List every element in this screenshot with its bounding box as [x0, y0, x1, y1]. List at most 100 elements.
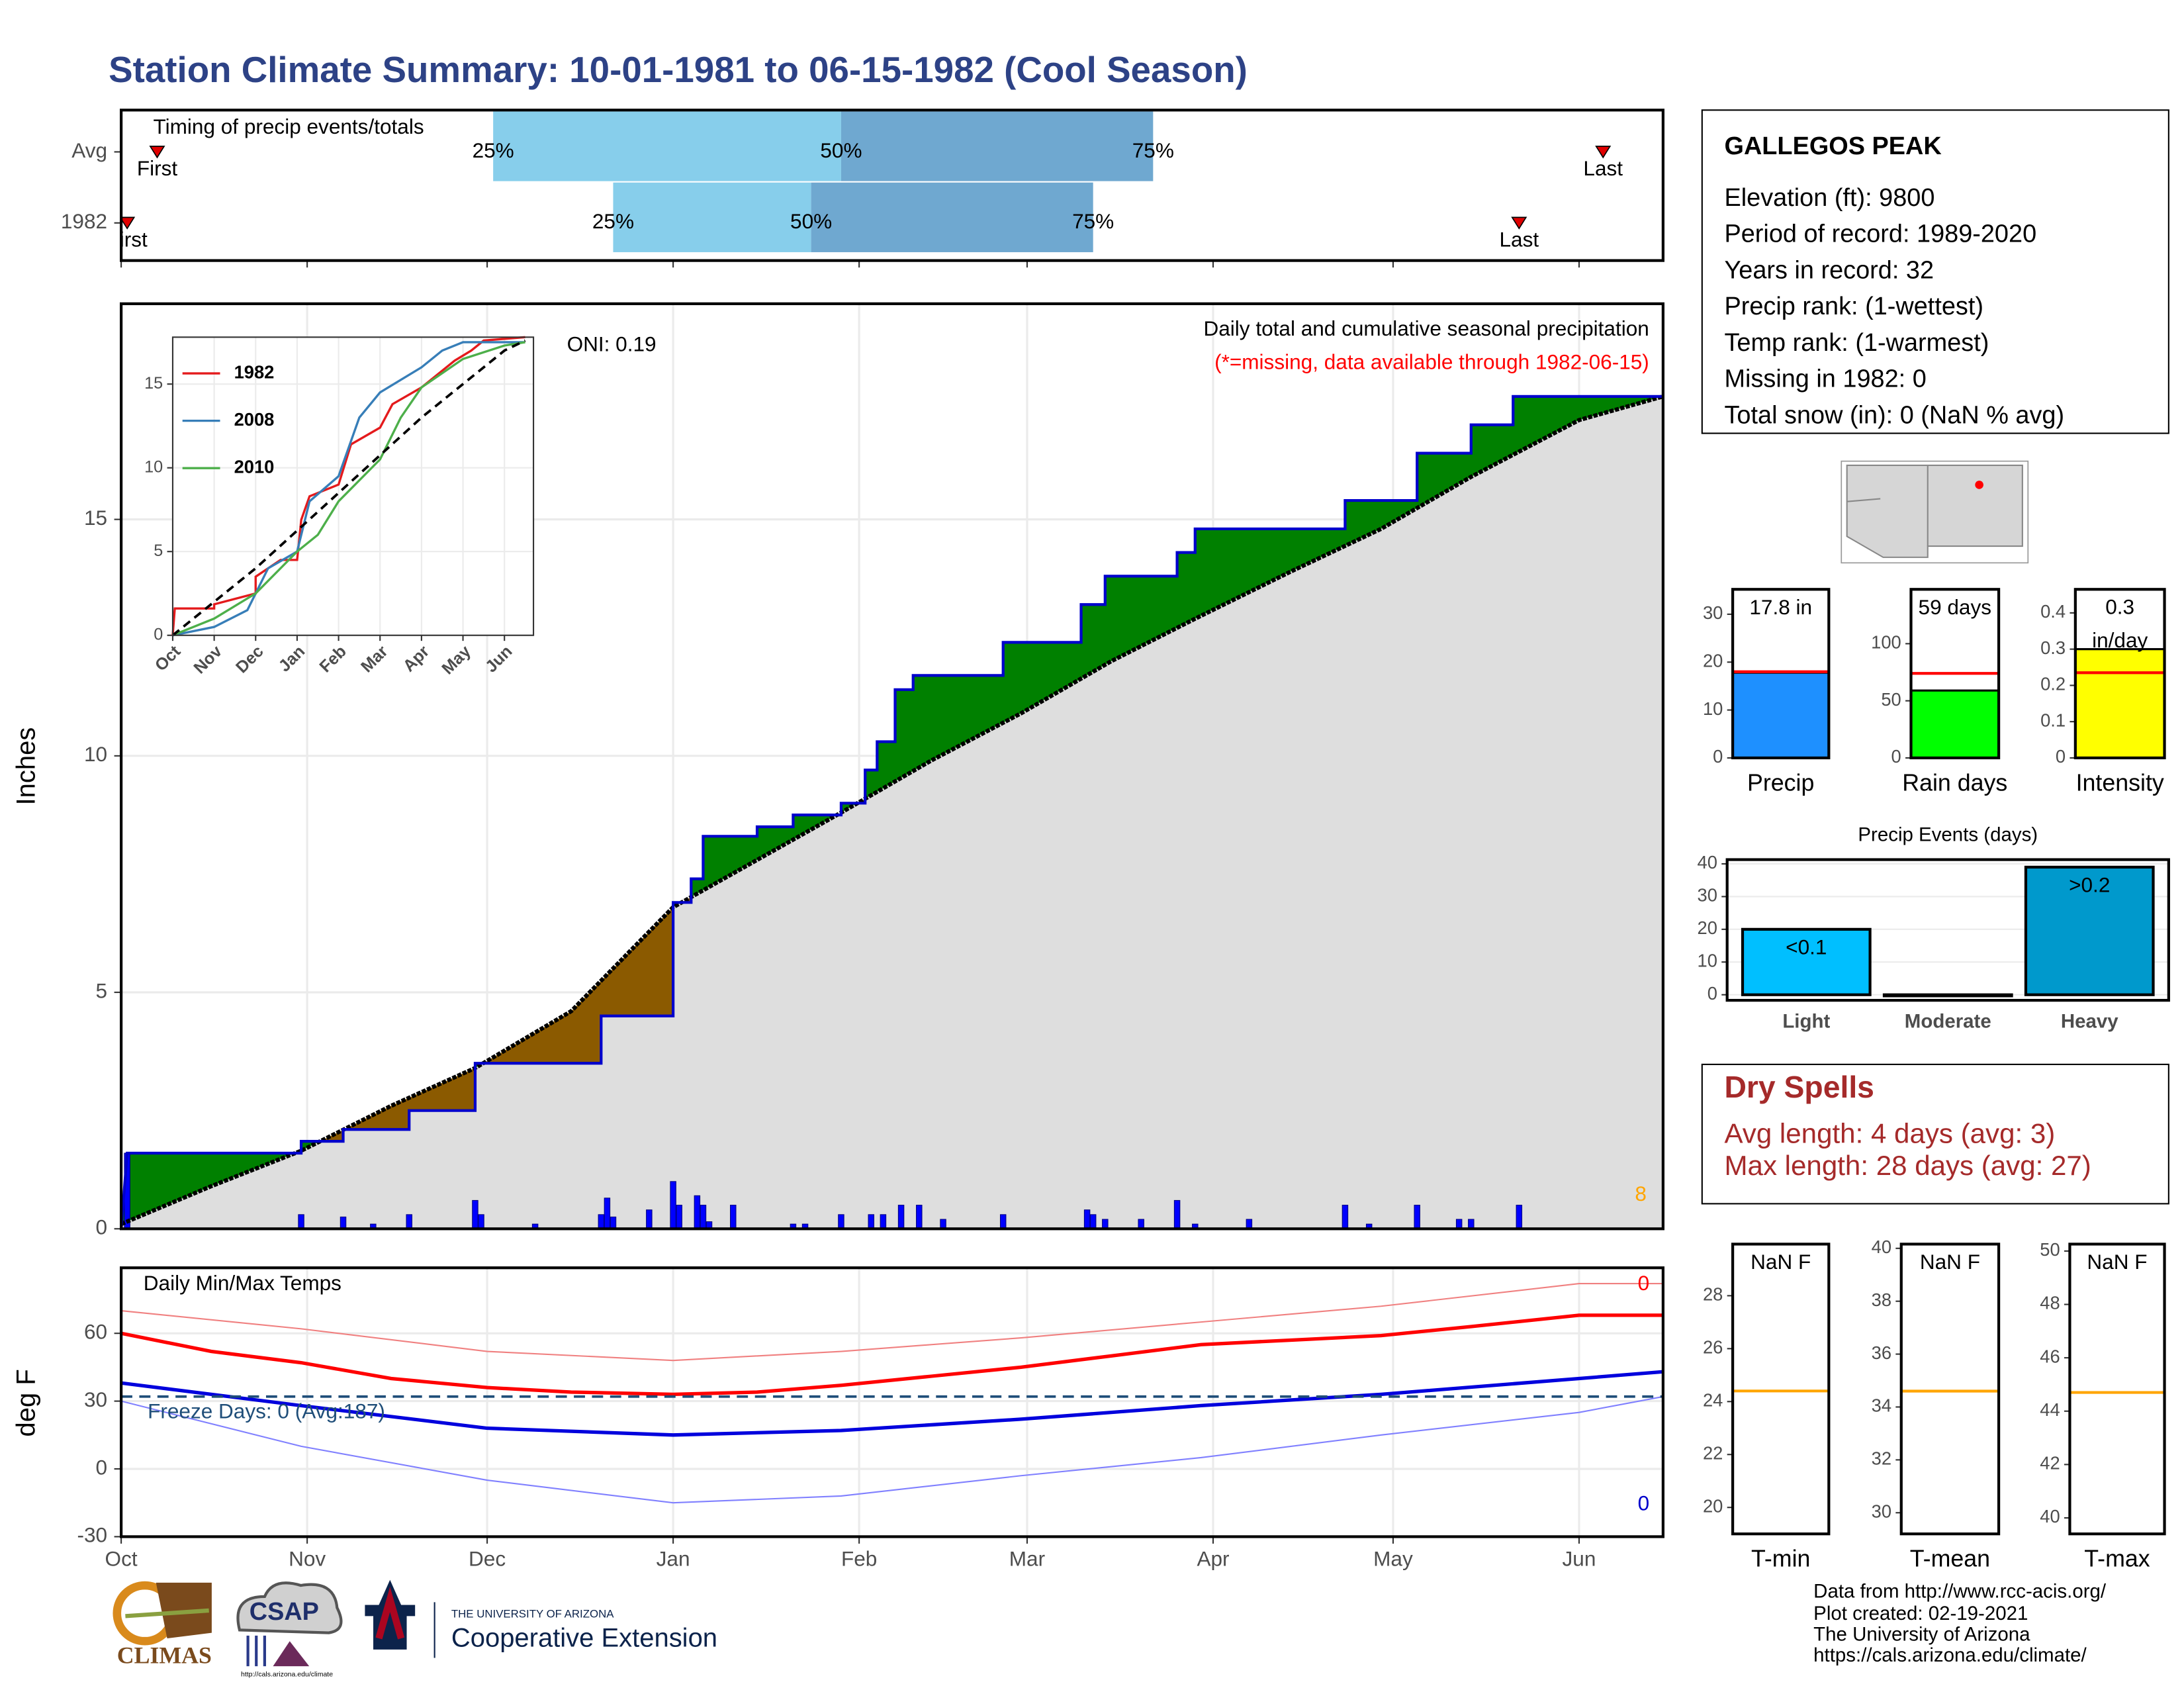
bar — [1882, 993, 2013, 998]
y-tick-label: 24 — [1703, 1390, 1723, 1411]
y-tick-label: 60 — [84, 1320, 107, 1344]
plot-frame — [119, 109, 1664, 262]
footer-line: Data from http://www.rcc-acis.org/ — [1813, 1580, 2107, 1602]
count-label: 8 — [1635, 1182, 1647, 1205]
y-tick-label: 46 — [2040, 1346, 2060, 1366]
y-tick-label: 40 — [2040, 1506, 2060, 1526]
daily-bar — [1455, 1219, 1463, 1229]
climas-text: CLIMAS — [117, 1642, 212, 1669]
x-tick-label: Moderate — [1905, 1011, 1991, 1033]
csap-logo: CSAP http://cals.arizona.edu/climate — [236, 1581, 343, 1679]
oni-label: ONI: 0.19 — [567, 332, 657, 355]
precip-plot — [121, 303, 1663, 1229]
legend-label: 2008 — [234, 409, 275, 430]
daily-bar — [838, 1214, 844, 1229]
count-label: 0 — [1638, 1271, 1650, 1295]
x-tick-label: Light — [1782, 1011, 1830, 1033]
y-tick-label: 0.1 — [2040, 710, 2066, 730]
station-line: Total snow (in): 0 (NaN % avg) — [1724, 401, 2064, 429]
footer-line: https://cals.arizona.edu/climate/ — [1813, 1644, 2087, 1666]
y-tick-label: 0.4 — [2040, 601, 2066, 622]
y-tick-label: 30 — [1703, 602, 1723, 623]
daily-bar — [1138, 1219, 1144, 1229]
plot-frame — [1725, 858, 2170, 1002]
x-tick-label: T-mean — [1910, 1546, 1990, 1572]
x-tick-label: Oct — [105, 1547, 138, 1571]
value-label: 59 days — [1919, 595, 1992, 619]
average-area — [121, 396, 1663, 1229]
daily-bar — [1516, 1205, 1523, 1229]
bar — [2024, 865, 2155, 996]
quartile-label: 50% — [820, 138, 862, 162]
daily-bar — [604, 1197, 611, 1229]
plot-frame — [2070, 1244, 2165, 1534]
x-tick-label: Precip — [1747, 769, 1814, 796]
daily-bar — [1089, 1214, 1097, 1229]
timing-plot: Timing of precip events/totals 25% 50% 75% F… — [107, 111, 1623, 252]
ua-unit: Cooperative Extension — [451, 1624, 717, 1653]
daily-bar — [472, 1199, 478, 1229]
daily-bar — [940, 1219, 946, 1229]
dry-spells-line: Avg length: 4 days (avg: 3) — [1724, 1117, 2055, 1149]
page-title: Station Climate Summary: 10-01-1981 to 0… — [109, 49, 1248, 90]
quartile-label: 75% — [1132, 138, 1174, 162]
y-tick-label: 10 — [144, 457, 163, 476]
x-tick-label: Jun — [1563, 1547, 1596, 1571]
chart-title: Precip Events (days) — [1858, 824, 2038, 846]
daily-bar — [1083, 1209, 1091, 1229]
chart-subtitle: (*=missing, data available through 1982-… — [1214, 350, 1649, 374]
x-tick-label: Oct — [152, 642, 185, 675]
x-tick-label: May — [1373, 1547, 1413, 1571]
value-label: NaN F — [1751, 1250, 1811, 1274]
y-axis-label: deg F — [12, 1369, 41, 1436]
daily-bar — [1192, 1223, 1199, 1229]
x-tick-label: Dec — [232, 642, 267, 677]
y-tick-label: 30 — [84, 1387, 107, 1411]
station-line: Period of record: 1989-2020 — [1724, 220, 2036, 248]
y-tick-label: 34 — [1872, 1395, 1891, 1416]
y-tick-label: 0 — [154, 625, 163, 643]
climas-logo: CLIMAS — [113, 1581, 212, 1669]
plot-frame — [1899, 1243, 2001, 1536]
y-tick-label: 5 — [96, 978, 108, 1002]
y-tick-label: 0 — [2056, 746, 2066, 767]
y-tick-label: 15 — [84, 506, 107, 530]
quartile-bar — [841, 111, 1154, 181]
value-label: NaN F — [2087, 1250, 2147, 1274]
ua-name: THE UNIVERSITY OF ARIZONA — [451, 1608, 614, 1620]
plot-frame — [121, 1268, 1663, 1537]
series-line — [121, 1395, 1663, 1504]
quartile-label: 25% — [592, 209, 634, 233]
y-tick-label: 0 — [96, 1215, 108, 1239]
y-tick-label: 50 — [2040, 1239, 2060, 1260]
quartile-bar — [493, 111, 841, 181]
y-tick-label: 1982 — [61, 209, 107, 233]
event-label: First — [107, 227, 148, 251]
plot-frame — [1901, 1244, 1999, 1534]
daily-bar — [1246, 1219, 1253, 1229]
event-marker — [1595, 146, 1612, 159]
y-tick-label: 0 — [1891, 746, 1901, 767]
y-tick-label: 40 — [1872, 1237, 1891, 1257]
x-tick-label: Rain days — [1902, 769, 2007, 796]
y-tick-label: 36 — [1872, 1342, 1891, 1363]
bar — [1909, 689, 2000, 759]
daily-bar — [370, 1223, 377, 1229]
x-tick-label: Feb — [316, 642, 350, 677]
daily-bar — [1468, 1219, 1475, 1229]
daily-bar — [1365, 1223, 1373, 1229]
x-tick-label: Mar — [357, 642, 392, 677]
daily-bar — [1414, 1205, 1420, 1229]
series-line — [171, 336, 525, 635]
series-line — [121, 1283, 1663, 1362]
daily-bar — [676, 1205, 682, 1229]
daily-bar — [478, 1214, 484, 1229]
daily-bar — [1173, 1199, 1181, 1229]
series-line — [121, 395, 1663, 1229]
y-tick-label: 30 — [1698, 885, 1717, 906]
y-tick-label: 38 — [1872, 1289, 1891, 1310]
footer-line: Plot created: 02-19-2021 — [1813, 1603, 2028, 1624]
bar-label: <0.1 — [1786, 935, 1827, 959]
daily-bar — [1102, 1219, 1109, 1229]
y-tick-label: 0 — [1713, 746, 1723, 767]
